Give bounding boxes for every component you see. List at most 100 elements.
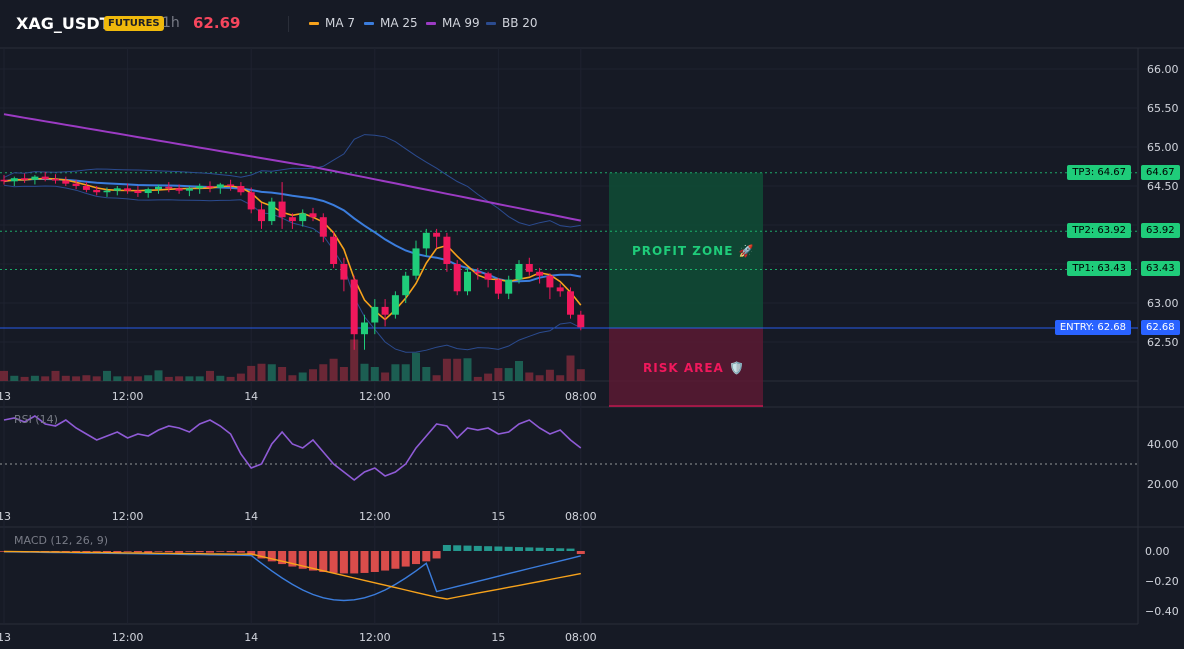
- macd-histogram-bar: [339, 551, 348, 574]
- macd-tick: −0.20: [1145, 575, 1179, 588]
- volume-bar: [133, 376, 142, 381]
- volume-bar: [576, 369, 585, 381]
- volume-bar: [381, 372, 390, 381]
- legend-bb20[interactable]: BB 20: [486, 16, 538, 30]
- volume-bar: [391, 364, 400, 381]
- risk-area: [609, 327, 763, 407]
- volume-bar: [556, 375, 565, 381]
- tp3-price-tag: 64.67: [1141, 164, 1180, 180]
- legend-ma99[interactable]: MA 99: [426, 16, 480, 30]
- time-label-main: 13: [0, 390, 11, 403]
- volume-bar: [123, 376, 132, 381]
- macd-histogram-bar: [484, 546, 493, 551]
- macd-histogram-bar: [267, 551, 276, 562]
- volume-bar: [566, 355, 575, 381]
- candle: [155, 186, 162, 190]
- candle: [433, 232, 441, 237]
- macd-histogram-bar: [545, 548, 554, 551]
- candle: [134, 190, 142, 194]
- ma99-swatch-icon: [426, 22, 436, 25]
- candle: [309, 213, 317, 218]
- tp1-price-tag: 63.43: [1141, 261, 1180, 277]
- candle: [258, 209, 265, 222]
- volume-bar: [515, 361, 523, 381]
- volume-bar: [360, 363, 369, 381]
- volume-bar: [92, 376, 101, 381]
- candle: [567, 291, 574, 315]
- candle: [237, 186, 245, 193]
- symbol-title[interactable]: XAG_USDT: [16, 14, 111, 33]
- risk-area-label: RISK AREA 🛡️: [643, 361, 745, 375]
- candle: [62, 180, 70, 184]
- time-label-macd: 12:00: [359, 631, 391, 644]
- volume-bar: [422, 367, 431, 381]
- level-lines: [0, 172, 1138, 329]
- candle: [484, 273, 492, 280]
- macd-tick: 0.00: [1145, 545, 1170, 558]
- candle: [72, 183, 80, 186]
- macd-histogram-bar: [515, 547, 523, 551]
- volume-bar: [216, 375, 225, 381]
- macd-histogram-bar: [360, 551, 369, 573]
- candle: [0, 179, 8, 182]
- legend-ma7[interactable]: MA 7: [309, 16, 355, 30]
- candle: [31, 176, 39, 180]
- macd-title[interactable]: MACD (12, 26, 9): [14, 534, 109, 547]
- candle: [361, 322, 368, 335]
- volume-bar: [463, 358, 472, 381]
- time-label-rsi: 15: [491, 510, 505, 523]
- macd-histogram-bar: [319, 551, 328, 572]
- volume-bar: [401, 364, 410, 381]
- ma25-swatch-icon: [364, 22, 374, 25]
- macd-histogram-bar: [473, 545, 482, 551]
- volume-bar: [51, 370, 60, 381]
- candle: [515, 264, 523, 280]
- macd-signal-line: [3, 550, 581, 600]
- candle: [144, 189, 152, 194]
- volume-bar: [226, 376, 235, 381]
- rsi-title[interactable]: RSI (14): [14, 413, 58, 426]
- ma99-line: [3, 113, 581, 222]
- entry-price-tag: 62.68: [1141, 319, 1180, 335]
- time-label-rsi: 12:00: [112, 510, 144, 523]
- candle: [474, 271, 482, 274]
- candle: [82, 186, 90, 190]
- candle: [402, 275, 410, 296]
- macd-histogram-bar: [236, 551, 245, 553]
- legend-ma25[interactable]: MA 25: [364, 16, 418, 30]
- header-divider: [288, 16, 289, 32]
- macd-histogram-bar: [278, 551, 287, 565]
- volume-bar: [185, 376, 194, 381]
- candle: [288, 217, 296, 222]
- volume-bar: [350, 339, 359, 381]
- macd-histogram-bar: [298, 551, 307, 569]
- candle: [556, 287, 564, 292]
- macd-histogram-bar: [442, 545, 451, 551]
- macd-pane: [0, 545, 585, 602]
- time-label-rsi: 13: [0, 510, 11, 523]
- candle: [443, 236, 451, 264]
- volume-bar: [329, 358, 338, 381]
- time-label-macd: 13: [0, 631, 11, 644]
- volume-bar: [278, 367, 287, 381]
- macd-histogram-bar: [391, 551, 400, 569]
- candle: [505, 279, 513, 294]
- macd-histogram-bar: [103, 551, 111, 553]
- timeframe-label[interactable]: 1h: [162, 15, 180, 31]
- entry-label[interactable]: ENTRY: 62.68: [1054, 319, 1131, 335]
- candle: [371, 306, 379, 323]
- time-label-main: 14: [244, 390, 258, 403]
- volume-bar: [288, 375, 297, 381]
- legend-ma7-label: MA 7: [325, 16, 356, 30]
- tp3-label[interactable]: TP3: 64.67: [1067, 164, 1131, 180]
- time-label-main: 15: [491, 390, 505, 403]
- price-tick: 66.00: [1147, 63, 1179, 76]
- tp2-label[interactable]: TP2: 63.92: [1067, 223, 1131, 239]
- candle: [319, 217, 327, 237]
- volume-bar: [206, 370, 214, 381]
- profit-zone: [609, 172, 763, 328]
- candle: [350, 279, 358, 335]
- time-label-macd: 08:00: [565, 631, 597, 644]
- tp1-label[interactable]: TP1: 63.43: [1067, 261, 1131, 277]
